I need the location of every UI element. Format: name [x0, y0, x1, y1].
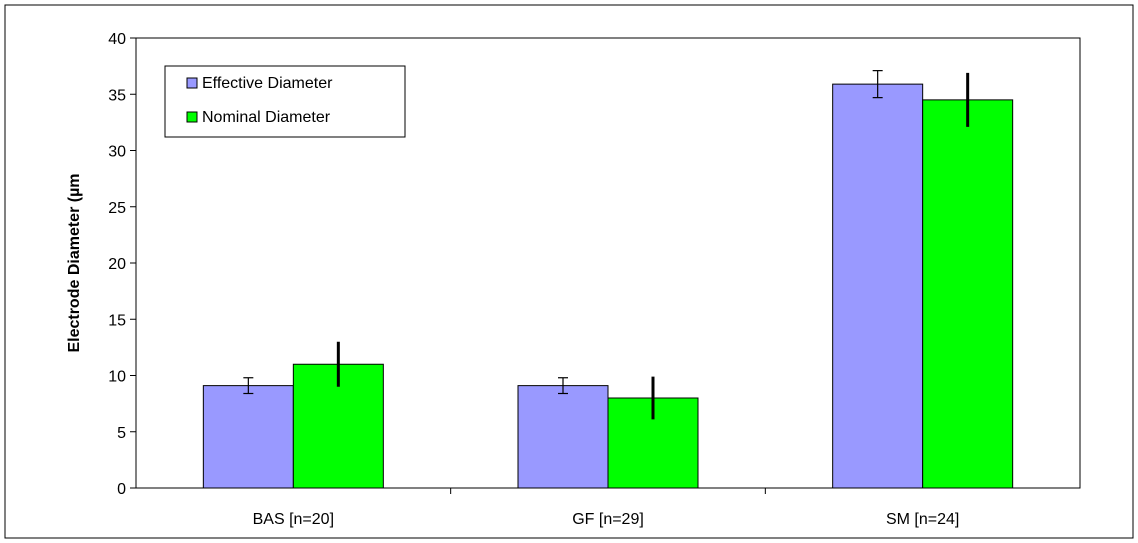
- y-axis-label: Electrode Diameter (µm: [66, 173, 83, 352]
- y-tick-label: 15: [108, 312, 126, 329]
- x-tick-label: BAS [n=20]: [253, 511, 334, 528]
- bar-effective: [832, 83, 924, 489]
- legend-swatch-nominal: [186, 111, 198, 123]
- bar-nominal: [922, 99, 1014, 489]
- y-tick-label: 30: [108, 144, 126, 161]
- legend-box: [164, 65, 406, 138]
- y-tick-label: 10: [108, 369, 126, 386]
- y-tick-label: 35: [108, 87, 126, 104]
- y-tick-label: 20: [108, 256, 126, 273]
- bar-effective: [517, 385, 609, 489]
- x-tick-label: GF [n=29]: [572, 511, 644, 528]
- bar-effective: [202, 385, 294, 489]
- legend-label-effective: Effective Diameter: [202, 75, 333, 92]
- y-tick-label: 0: [117, 481, 126, 498]
- y-tick-label: 5: [117, 425, 126, 442]
- y-tick-label: 25: [108, 200, 126, 217]
- x-tick-label: SM [n=24]: [886, 511, 959, 528]
- legend-label-nominal: Nominal Diameter: [202, 109, 331, 126]
- y-tick-label: 40: [108, 31, 126, 48]
- plot-area: 0 5 10 15 20 25 30 35 40 BAS [n=20] GF [n=29] SM [n…: [108, 31, 1081, 528]
- legend-swatch-effective: [186, 77, 198, 89]
- legend: Effective Diameter Nominal Diameter: [164, 65, 406, 138]
